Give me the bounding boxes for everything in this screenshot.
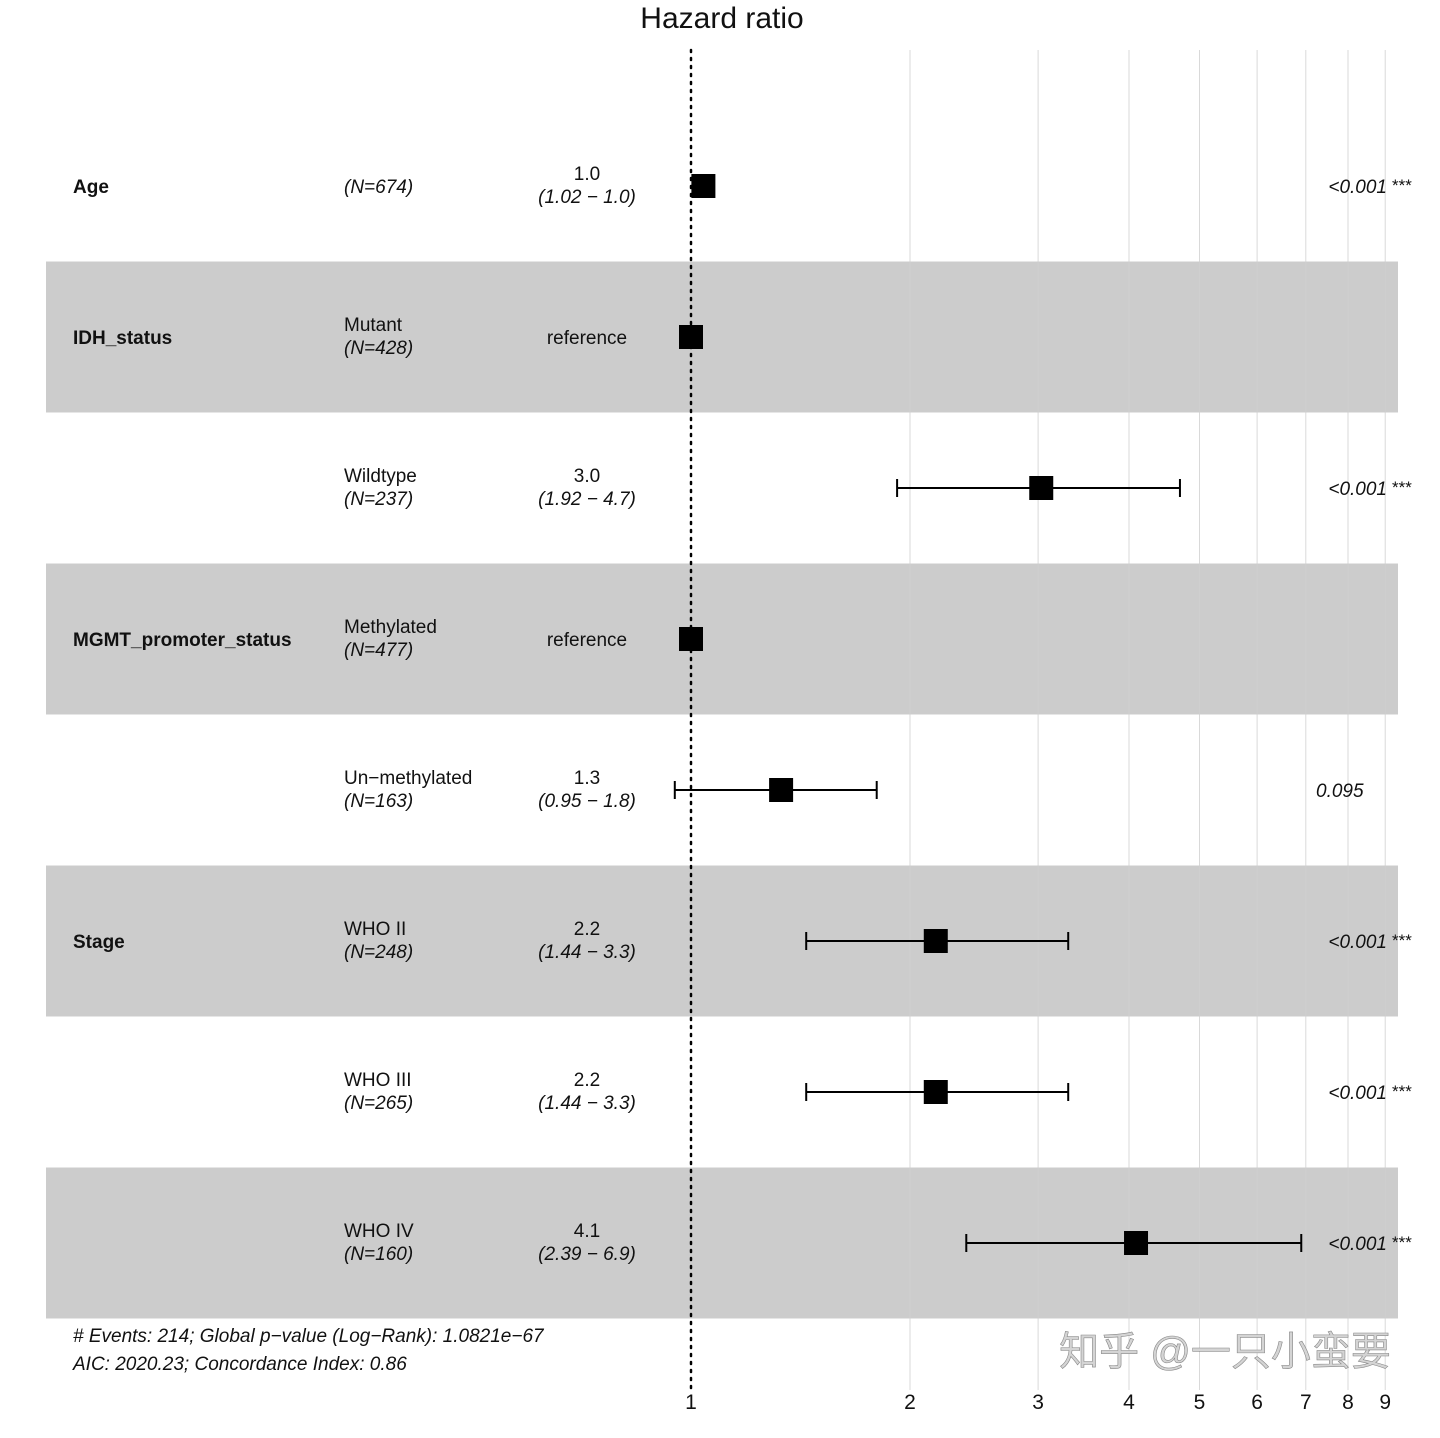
x-tick-label: 3 (1032, 1391, 1044, 1414)
watermark: 知乎 @一只小蛮要 (1059, 1330, 1391, 1374)
hr-point (1029, 476, 1054, 500)
p-value: <0.001 (1328, 177, 1387, 198)
x-tick-label: 4 (1123, 1391, 1135, 1414)
ci-label: (0.95 − 1.8) (538, 791, 636, 812)
level-label: WHO III (344, 1070, 412, 1091)
x-tick-label: 6 (1251, 1391, 1263, 1414)
hr-label: 2.2 (574, 1070, 600, 1091)
level-label: Methylated (344, 617, 437, 638)
row-band (46, 261, 1398, 413)
n-label: (N=248) (344, 942, 413, 963)
x-tick-label: 2 (904, 1391, 916, 1414)
hr-point (1124, 1231, 1149, 1255)
significance-stars: *** (1392, 931, 1412, 950)
level-label: Mutant (344, 315, 403, 336)
level-label: Wildtype (344, 466, 417, 487)
row-band (46, 865, 1398, 1017)
significance-stars: *** (1392, 176, 1412, 195)
n-label: (N=265) (344, 1093, 413, 1114)
hr-label: 1.0 (574, 164, 600, 185)
p-value: <0.001 (1328, 1234, 1387, 1255)
hr-point (923, 929, 948, 953)
significance-stars: *** (1392, 1233, 1412, 1252)
n-label: (N=428) (344, 338, 413, 359)
hr-point (679, 325, 703, 349)
hr-label: reference (547, 630, 627, 651)
variable-label: Stage (73, 932, 125, 953)
ci-label: (1.02 − 1.0) (538, 187, 636, 208)
hr-point (769, 778, 794, 802)
ci-label: (2.39 − 6.9) (538, 1244, 636, 1265)
n-label: (N=160) (344, 1244, 413, 1265)
hr-label: reference (547, 328, 627, 349)
x-tick-label: 7 (1300, 1391, 1312, 1414)
n-label: (N=237) (344, 489, 413, 510)
hr-label: 2.2 (574, 919, 600, 940)
x-tick-label: 1 (685, 1391, 697, 1414)
x-tick-label: 9 (1379, 1391, 1391, 1414)
variable-label: IDH_status (73, 328, 172, 349)
level-label: WHO IV (344, 1221, 414, 1242)
ci-label: (1.44 − 3.3) (538, 1093, 636, 1114)
hr-point (679, 627, 703, 651)
n-label: (N=163) (344, 791, 413, 812)
significance-stars: *** (1392, 1082, 1412, 1101)
p-value: <0.001 (1328, 479, 1387, 500)
p-value: <0.001 (1328, 1083, 1387, 1104)
variable-label: MGMT_promoter_status (73, 630, 292, 651)
x-tick-label: 5 (1194, 1391, 1206, 1414)
n-label: (N=674) (344, 177, 413, 198)
variable-label: Age (73, 177, 109, 198)
p-value: 0.095 (1316, 781, 1364, 802)
footnote-line-1: # Events: 214; Global p−value (Log−Rank)… (73, 1326, 545, 1347)
hr-point (923, 1080, 948, 1104)
hr-point (691, 174, 716, 198)
x-tick-label: 8 (1342, 1391, 1354, 1414)
level-label: Un−methylated (344, 768, 472, 789)
row-band (46, 563, 1398, 715)
p-value: <0.001 (1328, 932, 1387, 953)
hr-label: 3.0 (574, 466, 600, 487)
ci-label: (1.44 − 3.3) (538, 942, 636, 963)
footnote-line-2: AIC: 2020.23; Concordance Index: 0.86 (72, 1354, 407, 1375)
hr-label: 1.3 (574, 768, 600, 789)
hr-label: 4.1 (574, 1221, 600, 1242)
level-label: WHO II (344, 919, 406, 940)
significance-stars: *** (1392, 478, 1412, 497)
n-label: (N=477) (344, 640, 413, 661)
ci-label: (1.92 − 4.7) (538, 489, 636, 510)
chart-title: Hazard ratio (640, 2, 803, 35)
